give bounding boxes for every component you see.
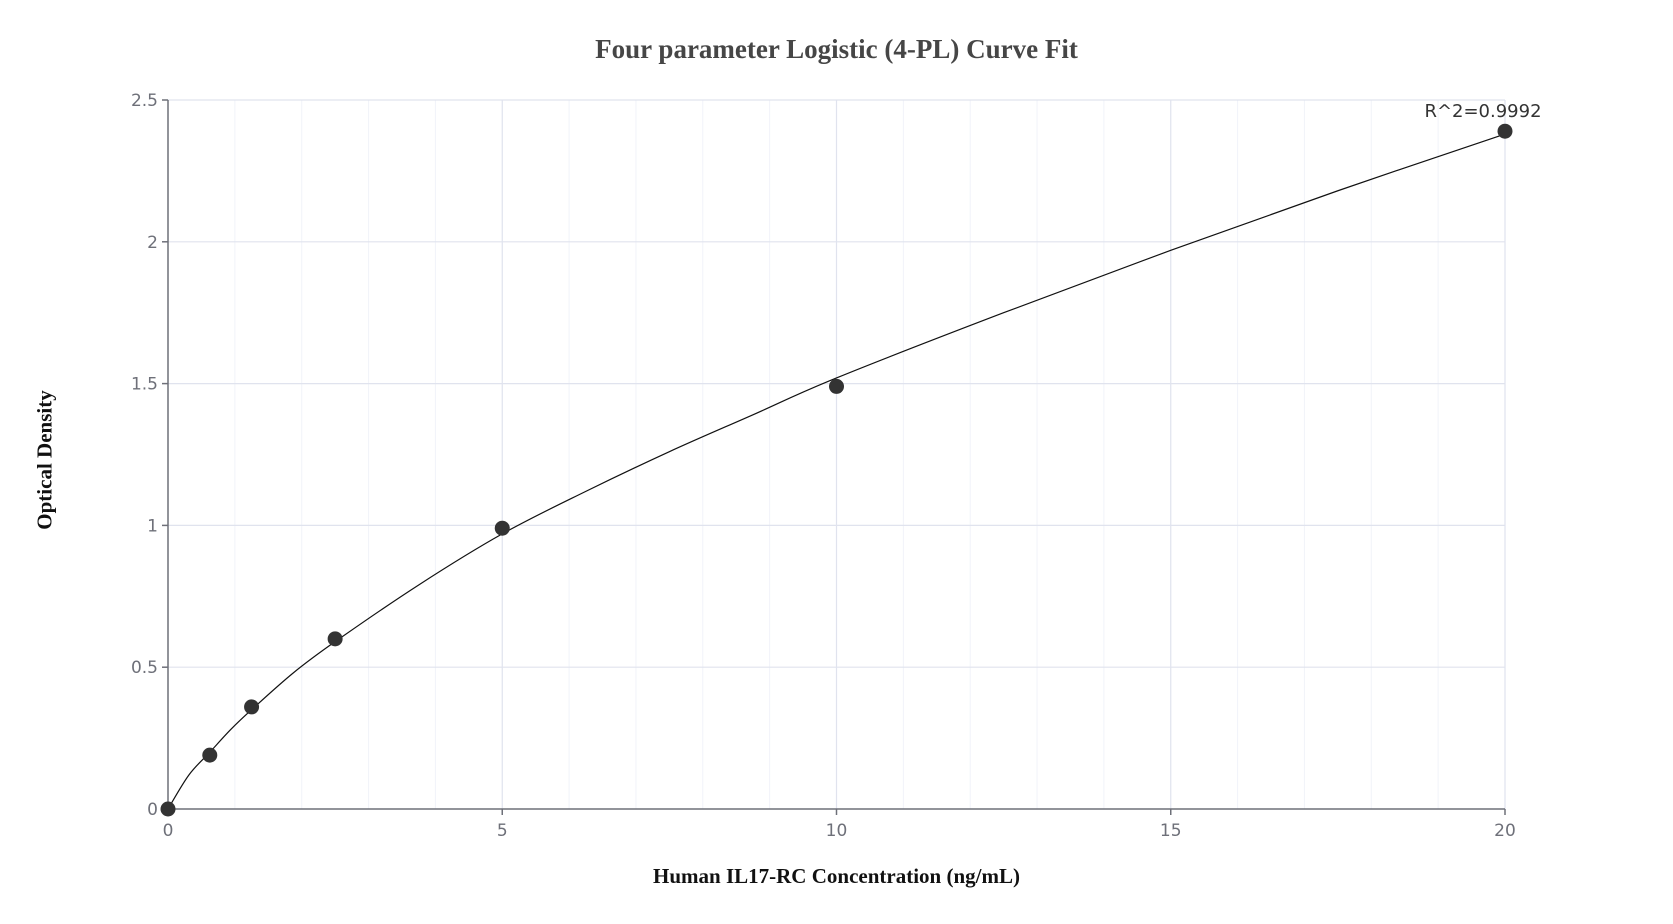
data-point[interactable]	[160, 801, 176, 817]
data-point[interactable]	[327, 631, 343, 647]
x-tick-label: 20	[1494, 821, 1516, 841]
y-tick-label: 1	[147, 516, 158, 536]
fit-curve-line	[167, 133, 1506, 810]
major-gridlines	[168, 99, 1506, 809]
x-tick-label: 0	[163, 821, 174, 841]
y-tick-label: 0.5	[131, 658, 158, 678]
y-tick-label: 2	[147, 233, 158, 253]
data-points	[160, 123, 1513, 817]
y-axis-label: Optical Density	[32, 390, 57, 530]
y-tick-label: 2.5	[131, 91, 158, 111]
x-tick-label: 15	[1160, 821, 1182, 841]
x-tick-label: 5	[497, 821, 508, 841]
data-point[interactable]	[202, 747, 218, 763]
data-point[interactable]	[1497, 123, 1513, 139]
x-tick-label: 10	[826, 821, 848, 841]
y-tick-label: 1.5	[131, 375, 158, 395]
x-axis-label: Human IL17-RC Concentration (ng/mL)	[653, 864, 1020, 888]
minor-gridlines	[234, 100, 1439, 809]
y-tick-label: 0	[147, 800, 158, 820]
r-squared-annotation: R^2=0.9992	[1424, 101, 1541, 122]
data-point[interactable]	[829, 378, 844, 394]
chart-title: Four parameter Logistic (4-PL) Curve Fit	[595, 34, 1078, 64]
axis-ticks: 0 5 10 15 20 0 0.5 1 1.5 2 2.5	[131, 91, 1516, 841]
data-point[interactable]	[494, 520, 510, 536]
data-point[interactable]	[244, 699, 260, 715]
